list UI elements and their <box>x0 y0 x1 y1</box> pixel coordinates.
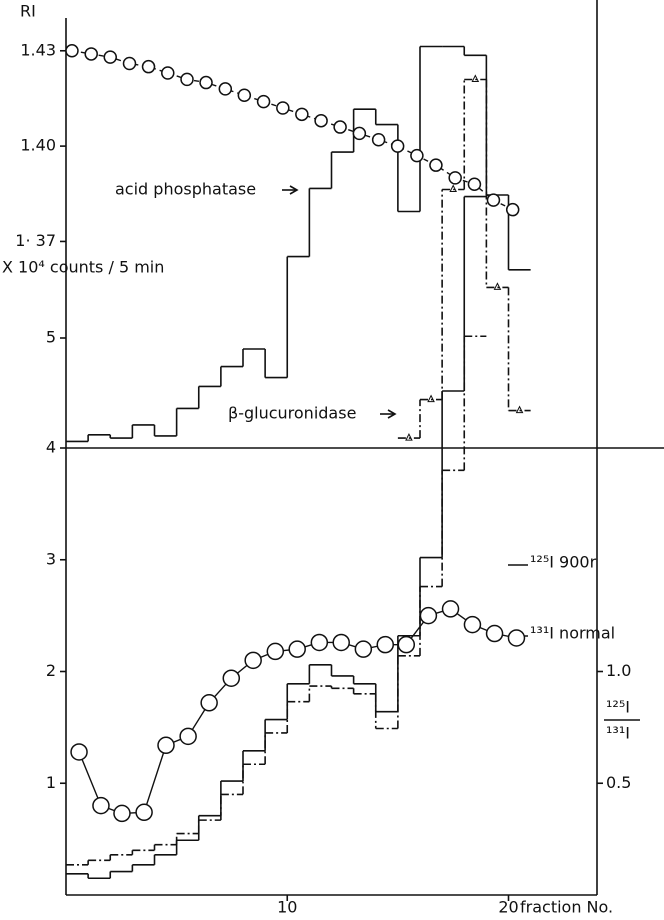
circle-marker <box>65 44 79 58</box>
circle-marker <box>288 640 306 658</box>
triangle-marker <box>427 394 435 403</box>
y-tick-label: 0.5 <box>606 773 631 792</box>
y2-axis-label: RI <box>20 2 36 21</box>
triangle-marker <box>493 282 502 290</box>
x-tick-label: 10 <box>277 898 297 917</box>
triangle-marker <box>449 184 457 192</box>
circle-marker <box>103 50 117 64</box>
circle-marker <box>222 669 241 687</box>
legend-label: ¹²⁵I 900r <box>530 553 597 572</box>
circle-marker <box>507 629 526 647</box>
y-tick-label: 1.0 <box>606 661 631 680</box>
circle-marker <box>485 624 504 643</box>
y-tick-label: 1· 37 <box>15 231 56 250</box>
y2-axis-label: ¹²⁵I <box>606 698 630 717</box>
x-axis-label: fraction No. <box>520 898 613 917</box>
circle-marker <box>410 148 424 163</box>
y-tick-label: 5 <box>46 328 56 347</box>
circle-marker <box>84 47 98 61</box>
circle-marker <box>276 101 290 115</box>
circle-marker <box>122 56 137 71</box>
circle-marker <box>218 82 233 96</box>
circle-marker <box>441 600 460 618</box>
x-tick-label: 20 <box>498 898 518 917</box>
y-tick-label: 3 <box>46 549 56 568</box>
triangle-marker <box>471 74 480 82</box>
circle-marker <box>200 694 218 712</box>
series-label: β-glucuronidase <box>228 404 356 423</box>
circle-marker <box>180 72 194 87</box>
circle-marker <box>371 133 386 147</box>
circle-marker <box>157 736 175 755</box>
circle-marker <box>448 171 462 185</box>
y-tick-label: 1.40 <box>20 136 56 155</box>
data-line <box>78 608 517 815</box>
circle-marker <box>244 651 262 670</box>
y-axis-label: X 10⁴ counts / 5 min <box>2 258 164 277</box>
circle-marker <box>467 177 482 191</box>
circle-marker <box>376 635 395 654</box>
circle-marker <box>141 59 156 74</box>
circle-marker <box>486 193 501 207</box>
triangle-marker <box>405 432 413 441</box>
arrow-head <box>289 185 299 195</box>
circle-marker <box>310 633 329 652</box>
y-tick-label: 1 <box>46 773 56 792</box>
series-label: acid phosphatase <box>115 180 256 199</box>
circle-marker <box>179 727 197 746</box>
circle-marker <box>505 202 520 217</box>
circle-marker <box>429 158 443 172</box>
legend-label: ¹³¹I normal <box>530 624 615 643</box>
circle-marker <box>161 66 175 80</box>
circle-marker <box>92 796 110 815</box>
circle-marker <box>419 606 438 625</box>
y-tick-label: 1.43 <box>20 40 56 59</box>
circle-marker <box>237 88 252 103</box>
circle-marker <box>390 139 405 153</box>
circle-marker <box>295 107 309 122</box>
circle-marker <box>314 113 328 128</box>
circle-marker <box>266 642 285 661</box>
circle-marker <box>333 120 347 134</box>
circle-marker <box>397 635 416 654</box>
y-tick-label: 2 <box>46 661 56 680</box>
circle-marker <box>332 633 350 652</box>
y-tick-label: 4 <box>46 438 56 457</box>
y2-axis-label: ¹³¹I <box>606 724 630 743</box>
arrow-head <box>387 409 397 419</box>
circle-marker <box>354 640 373 658</box>
circle-marker <box>135 803 153 822</box>
circle-marker <box>352 126 367 141</box>
circle-marker <box>463 615 482 634</box>
circle-marker <box>113 804 131 823</box>
circle-marker <box>199 75 213 90</box>
circle-marker <box>70 743 88 761</box>
triangle-marker <box>515 405 524 414</box>
circle-marker <box>256 94 271 109</box>
